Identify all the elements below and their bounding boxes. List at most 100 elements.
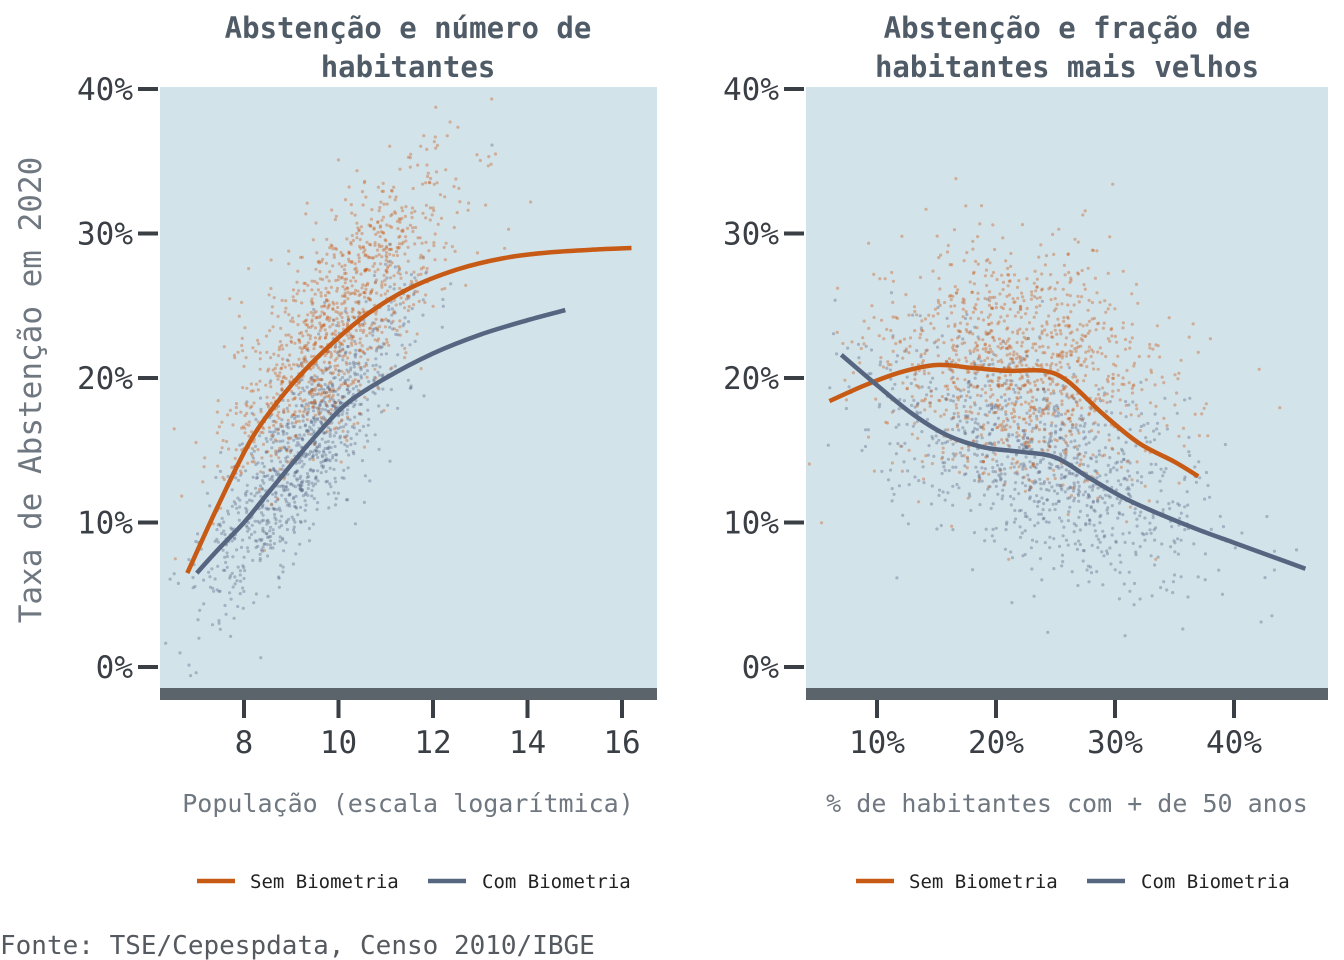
scatter-point-sem-biometria: [1012, 273, 1017, 277]
scatter-point-sem-biometria: [194, 440, 198, 445]
scatter-point-com-biometria: [236, 565, 240, 569]
scatter-point-com-biometria: [956, 423, 960, 427]
scatter-point-com-biometria: [278, 535, 282, 539]
scatter-point-com-biometria: [331, 385, 335, 389]
scatter-point-sem-biometria: [1023, 441, 1027, 445]
scatter-point-sem-biometria: [1054, 383, 1058, 387]
scatter-point-sem-biometria: [428, 181, 432, 185]
scatter-point-com-biometria: [1089, 505, 1093, 509]
scatter-point-com-biometria: [986, 297, 990, 301]
scatter-point-sem-biometria: [385, 266, 390, 270]
scatter-point-com-biometria: [939, 523, 943, 528]
scatter-point-sem-biometria: [320, 310, 324, 314]
scatter-point-com-biometria: [1010, 556, 1015, 560]
scatter-point-sem-biometria: [1101, 326, 1105, 330]
scatter-point-sem-biometria: [314, 267, 318, 271]
scatter-point-com-biometria: [1128, 589, 1132, 593]
scatter-point-com-biometria: [1021, 465, 1025, 469]
scatter-point-sem-biometria: [443, 258, 447, 262]
scatter-point-com-biometria: [1043, 390, 1047, 394]
scatter-point-com-biometria: [897, 407, 901, 411]
scatter-point-com-biometria: [979, 460, 983, 464]
scatter-point-sem-biometria: [1041, 380, 1045, 384]
scatter-point-com-biometria: [256, 461, 260, 465]
scatter-point-sem-biometria: [327, 381, 331, 385]
scatter-point-com-biometria: [1046, 441, 1051, 445]
scatter-point-com-biometria: [1034, 466, 1038, 470]
scatter-point-sem-biometria: [331, 300, 335, 304]
scatter-point-sem-biometria: [960, 342, 964, 346]
scatter-point-com-biometria: [987, 410, 992, 414]
scatter-point-com-biometria: [1154, 526, 1158, 530]
scatter-point-com-biometria: [1123, 540, 1127, 545]
scatter-point-sem-biometria: [1075, 400, 1079, 405]
scatter-point-com-biometria: [348, 390, 352, 394]
scatter-point-com-biometria: [246, 521, 251, 525]
scatter-point-sem-biometria: [851, 371, 856, 375]
scatter-point-sem-biometria: [904, 347, 909, 351]
scatter-point-sem-biometria: [293, 410, 297, 414]
scatter-point-sem-biometria: [259, 410, 263, 414]
scatter-point-com-biometria: [388, 259, 392, 263]
scatter-point-sem-biometria: [1087, 349, 1091, 353]
scatter-point-com-biometria: [257, 490, 261, 494]
scatter-point-sem-biometria: [1130, 478, 1134, 482]
scatter-point-com-biometria: [368, 345, 372, 349]
scatter-point-sem-biometria: [328, 361, 332, 365]
scatter-point-sem-biometria: [239, 410, 243, 414]
scatter-point-com-biometria: [1157, 432, 1161, 436]
scatter-point-com-biometria: [1013, 487, 1017, 491]
scatter-point-com-biometria: [920, 385, 924, 389]
scatter-point-sem-biometria: [256, 420, 260, 424]
scatter-point-com-biometria: [914, 372, 918, 376]
scatter-point-com-biometria: [213, 539, 217, 544]
scatter-point-sem-biometria: [423, 300, 427, 305]
scatter-point-com-biometria: [328, 466, 332, 470]
scatter-point-com-biometria: [1072, 481, 1076, 485]
scatter-point-sem-biometria: [327, 411, 331, 415]
scatter-point-com-biometria: [1060, 465, 1064, 469]
scatter-point-com-biometria: [1060, 436, 1064, 440]
scatter-point-com-biometria: [929, 389, 933, 393]
scatter-point-sem-biometria: [1059, 332, 1063, 336]
scatter-point-sem-biometria: [1005, 387, 1009, 391]
scatter-point-sem-biometria: [372, 226, 376, 230]
scatter-point-com-biometria: [366, 439, 370, 443]
scatter-point-sem-biometria: [373, 338, 377, 342]
scatter-point-sem-biometria: [410, 215, 414, 220]
scatter-point-sem-biometria: [346, 315, 350, 319]
scatter-point-sem-biometria: [965, 359, 969, 363]
scatter-point-com-biometria: [408, 343, 412, 347]
scatter-point-com-biometria: [346, 344, 350, 349]
scatter-point-com-biometria: [338, 345, 342, 349]
scatter-point-com-biometria: [1047, 488, 1051, 492]
scatter-point-sem-biometria: [984, 332, 988, 336]
scatter-point-com-biometria: [999, 472, 1003, 476]
scatter-point-com-biometria: [376, 370, 380, 374]
scatter-point-sem-biometria: [288, 403, 292, 407]
scatter-point-sem-biometria: [286, 398, 290, 403]
scatter-point-com-biometria: [193, 584, 197, 589]
scatter-point-com-biometria: [951, 503, 955, 507]
scatter-point-com-biometria: [1078, 490, 1082, 494]
scatter-point-com-biometria: [265, 532, 269, 536]
scatter-point-com-biometria: [268, 430, 272, 434]
scatter-point-sem-biometria: [1086, 266, 1090, 270]
scatter-point-com-biometria: [371, 364, 375, 368]
scatter-point-sem-biometria: [336, 364, 340, 368]
scatter-point-sem-biometria: [297, 338, 301, 342]
scatter-point-sem-biometria: [1005, 294, 1009, 298]
scatter-point-sem-biometria: [915, 404, 919, 408]
scatter-point-com-biometria: [276, 427, 280, 431]
scatter-point-sem-biometria: [936, 354, 940, 358]
scatter-point-com-biometria: [319, 420, 323, 425]
scatter-point-com-biometria: [313, 448, 317, 452]
scatter-point-com-biometria: [309, 375, 313, 380]
scatter-point-com-biometria: [336, 491, 340, 495]
scatter-point-sem-biometria: [377, 337, 381, 341]
scatter-point-com-biometria: [1265, 514, 1269, 519]
scatter-point-sem-biometria: [944, 360, 948, 364]
scatter-point-com-biometria: [279, 424, 283, 429]
scatter-point-sem-biometria: [1008, 387, 1012, 391]
scatter-point-com-biometria: [1127, 403, 1131, 407]
